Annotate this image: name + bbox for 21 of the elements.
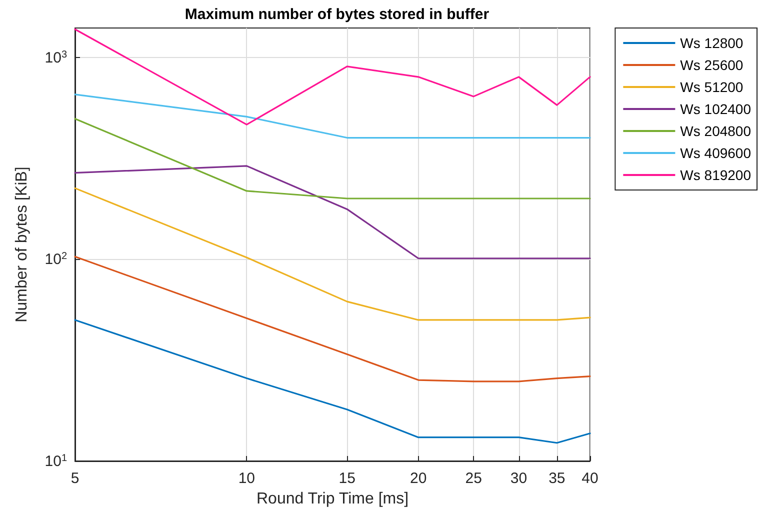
legend-label: Ws 409600 [680, 145, 752, 161]
legend-label: Ws 51200 [680, 79, 744, 95]
x-tick-label: 30 [510, 470, 528, 487]
x-tick-label: 35 [548, 470, 566, 487]
legend-label: Ws 102400 [680, 101, 752, 117]
y-tick-label: 10$^{1}$ [44, 452, 68, 470]
x-tick-label: 25 [465, 470, 482, 487]
chart-title: Maximum number of bytes stored in buffer [184, 6, 490, 23]
y-axis-title: Number of bytes [KiB] [14, 166, 30, 322]
x-tick-label: 15 [338, 470, 356, 487]
x-axis-title: Round Trip Time [ms] [256, 490, 409, 508]
legend-label: Ws 204800 [680, 123, 752, 139]
legend-label: Ws 12800 [680, 35, 744, 51]
x-tick-label: 40 [582, 470, 598, 487]
x-tick-label: 20 [410, 470, 427, 487]
x-tick-label: 10 [238, 470, 256, 487]
legend-label: Ws 819200 [680, 167, 752, 183]
x-tick-label: 5 [70, 470, 80, 487]
legend-label: Ws 25600 [680, 57, 744, 73]
y-tick-label: 10$^{3}$ [44, 48, 68, 66]
y-tick-label: 10$^{2}$ [44, 250, 68, 268]
